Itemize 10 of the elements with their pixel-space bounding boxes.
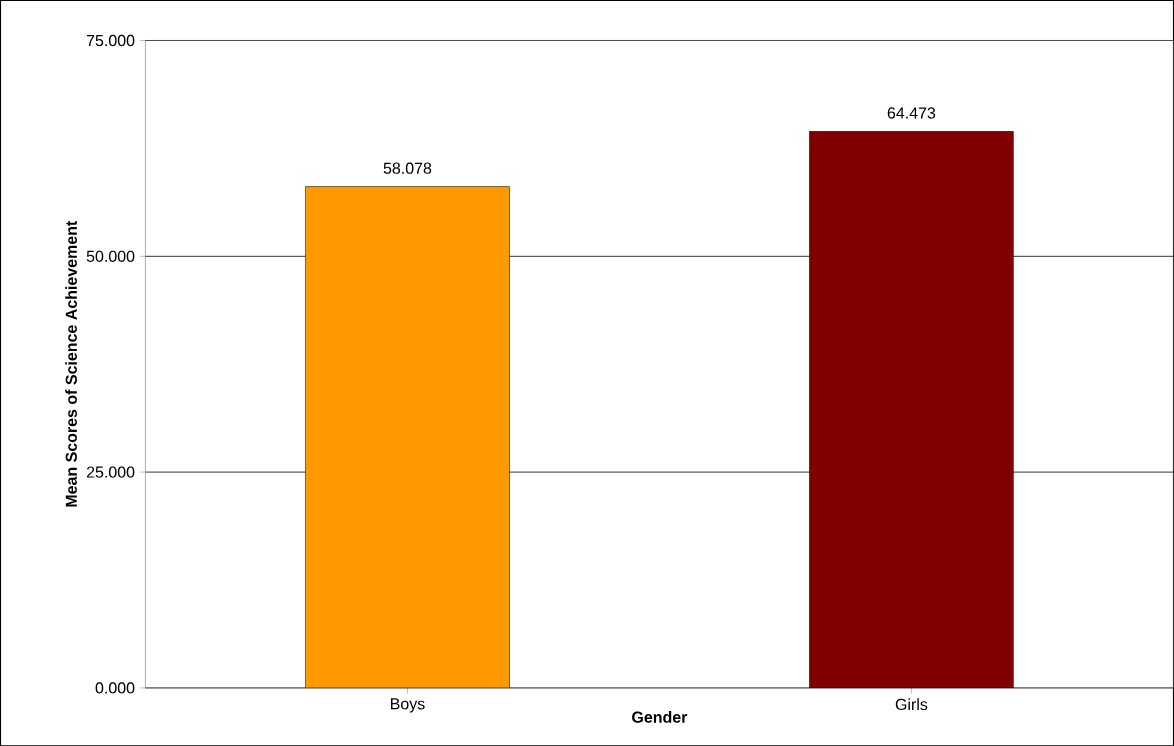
x-tick-label: Boys [391, 698, 425, 713]
y-tick-label: 75.000 [86, 34, 135, 46]
y-axis-title: Mean Scores of Science Achievement [65, 220, 77, 507]
x-axis-title: Gender [632, 710, 688, 723]
y-tick-label: 50.000 [86, 250, 135, 262]
x-tick-label: Girls [895, 698, 928, 710]
y-tick-label: 0.000 [95, 682, 135, 694]
data-label: 64.473 [887, 107, 936, 119]
y-tick-label: 25.000 [86, 466, 135, 478]
data-label: 58.078 [383, 162, 432, 174]
